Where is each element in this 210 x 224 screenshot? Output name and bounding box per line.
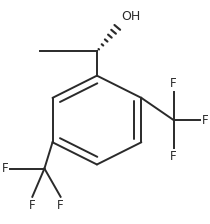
Text: F: F [202,114,209,127]
Text: F: F [170,77,177,90]
Text: F: F [57,199,64,212]
Text: F: F [29,199,36,212]
Text: F: F [170,150,177,163]
Text: OH: OH [121,10,140,23]
Text: F: F [1,162,8,175]
